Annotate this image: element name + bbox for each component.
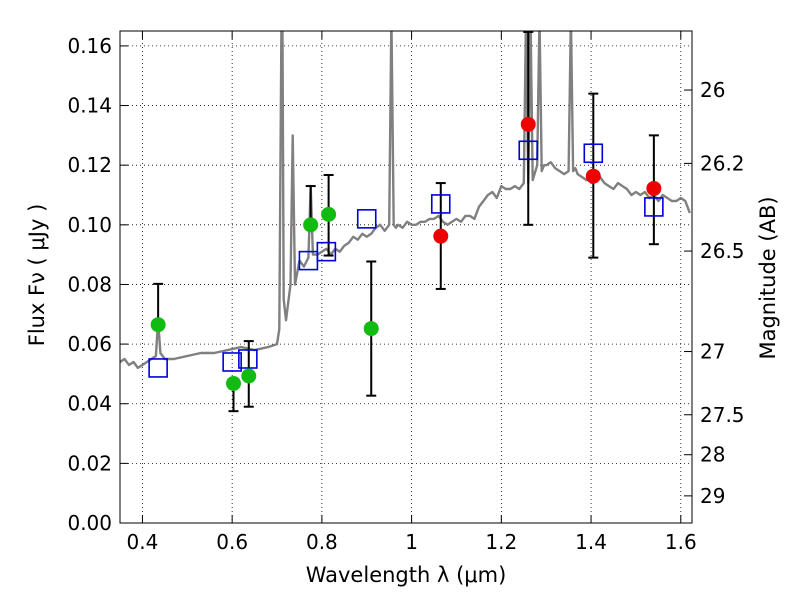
y-tick-label: 0.04 <box>67 392 112 416</box>
near-ir-photometry-point <box>520 116 536 132</box>
tick-labels: 0.4 0.6 0.8 1 1.2 1.4 1.6 0.00 0.02 0.04 0.06 0.08 0… <box>67 34 744 554</box>
x-axis-label: Wavelength λ (μm) <box>306 563 507 587</box>
optical-photometry-point <box>150 317 166 333</box>
x-tick-label: 0.8 <box>306 530 338 554</box>
magnitude-tick-label: 27.5 <box>700 403 745 427</box>
near-ir-photometry-point <box>433 228 449 244</box>
y-tick-label: 0.06 <box>67 332 112 356</box>
near-ir-photometry-point <box>646 180 662 196</box>
observed-photometry-points <box>150 116 662 391</box>
model-photometry-square <box>518 140 539 161</box>
model-photometry-square <box>148 358 168 378</box>
y-tick-label: 0.08 <box>67 272 112 296</box>
magnitude-tick-label: 29 <box>700 484 725 508</box>
magnitude-tick-label: 28 <box>700 443 725 467</box>
magnitude-tick-label: 26 <box>700 78 725 102</box>
model-photometry-square <box>583 143 604 164</box>
x-tick-label: 0.4 <box>127 530 159 554</box>
x-tick-label: 1 <box>405 530 418 554</box>
axis-ticks <box>120 31 692 524</box>
model-photometry-squares <box>148 140 664 378</box>
y-axis-label: Flux Fν ( μJy ) <box>25 204 49 347</box>
model-photometry-square <box>644 197 664 217</box>
y-tick-label: 0.14 <box>67 94 112 118</box>
optical-photometry-point <box>363 321 379 337</box>
y-tick-label: 0.10 <box>67 213 112 237</box>
magnitude-tick-label: 26.2 <box>700 151 745 175</box>
y-tick-label: 0.12 <box>67 153 112 177</box>
magnitude-tick-label: 27 <box>700 340 725 364</box>
model-photometry-square <box>238 349 258 369</box>
model-photometry-square <box>356 209 377 229</box>
x-tick-label: 1.4 <box>575 530 607 554</box>
x-tick-label: 0.6 <box>216 530 248 554</box>
y-tick-label: 0.00 <box>67 511 112 535</box>
magnitude-tick-label: 26.5 <box>700 239 745 263</box>
y-tick-label: 0.16 <box>67 34 112 58</box>
optical-photometry-point <box>241 368 257 384</box>
near-ir-photometry-point <box>585 168 601 184</box>
magnitude-axis-label: Magnitude (AB) <box>756 196 780 359</box>
optical-photometry-point <box>321 206 337 222</box>
x-tick-label: 1.2 <box>485 530 517 554</box>
plot-frame <box>119 30 693 524</box>
model-photometry-square <box>222 352 242 372</box>
model-photometry-square <box>430 194 451 214</box>
y-tick-label: 0.02 <box>67 451 112 475</box>
x-tick-label: 1.6 <box>665 530 697 554</box>
optical-photometry-point <box>226 375 242 391</box>
model-photometry-square <box>316 241 337 262</box>
optical-photometry-point <box>303 217 319 233</box>
